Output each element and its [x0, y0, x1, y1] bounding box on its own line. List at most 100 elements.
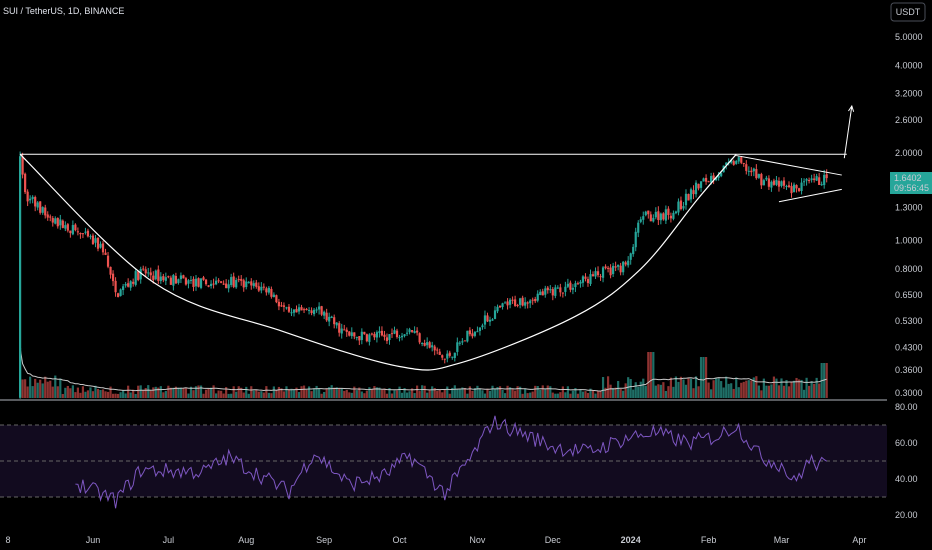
candle-body: [312, 309, 316, 315]
volume-bar: [642, 378, 645, 398]
candle-body: [390, 333, 394, 335]
candle-body: [689, 189, 693, 200]
candle-body: [64, 225, 67, 229]
candle-body: [400, 335, 404, 338]
candle-body: [59, 219, 62, 226]
candle-body: [491, 319, 494, 321]
candle-body: [147, 272, 150, 274]
volume-bar: [549, 386, 552, 398]
candle-body: [277, 301, 281, 307]
volume-bar: [682, 379, 685, 398]
candle-body: [476, 331, 479, 333]
volume-bar: [61, 393, 64, 398]
volume-bar: [378, 387, 381, 398]
volume-bar: [576, 393, 580, 398]
volume-bar: [194, 386, 198, 398]
volume-bar: [353, 386, 356, 398]
candle-body: [373, 333, 376, 338]
volume-bar: [757, 385, 760, 398]
volume-bar: [722, 387, 725, 398]
volume-bar: [622, 390, 625, 398]
candle-body: [702, 178, 705, 182]
rounded-bottom-curve[interactable]: [19, 153, 737, 371]
candle-body: [634, 231, 637, 248]
candle-body: [574, 283, 577, 288]
candle-body: [732, 161, 735, 165]
candle-body: [544, 288, 547, 295]
candle-body: [39, 201, 42, 213]
candle-body: [679, 200, 683, 210]
candle-body: [531, 299, 534, 301]
volume-bar: [644, 385, 647, 398]
candle-body: [569, 282, 572, 290]
volume-bar: [285, 386, 288, 398]
rsi-axis[interactable]: 80.00 60.00 40.00 20.00: [895, 402, 918, 520]
volume-bar: [34, 378, 37, 398]
volume-bar: [305, 389, 308, 398]
candle-body: [255, 282, 258, 287]
volume-bar: [320, 393, 323, 398]
volume-bar: [325, 388, 328, 398]
candle-body: [405, 332, 409, 334]
candle-body: [503, 302, 507, 304]
candle-body: [164, 277, 167, 281]
triangle-lower-line[interactable]: [778, 188, 842, 203]
candle-body: [184, 278, 188, 285]
volume-bar: [715, 378, 718, 398]
candle-body: [795, 185, 798, 189]
breakout-arrow-head[interactable]: [848, 104, 855, 112]
volume-bar: [790, 381, 793, 398]
volume-bar: [385, 393, 389, 398]
price-axis[interactable]: 5.0000 4.0000 3.2000 2.6000 2.0000 1.3000 1.00…: [895, 32, 923, 398]
candle-body: [169, 277, 172, 285]
candle-body: [323, 311, 326, 316]
candle-body: [521, 297, 524, 306]
candle-body: [740, 157, 743, 163]
volume-bar: [177, 387, 180, 398]
volume-bar: [564, 392, 567, 398]
candle-body: [222, 283, 225, 285]
candle-body: [325, 312, 328, 321]
triangle-upper-line[interactable]: [736, 155, 842, 176]
volume-bar: [104, 391, 107, 398]
volume-bar: [26, 386, 29, 398]
time-axis[interactable]: 8 Jun Jul Aug Sep Oct Nov Dec 2024 Feb Mar Apr: [5, 535, 866, 545]
candle-body: [295, 308, 298, 313]
volume-bar: [363, 393, 366, 398]
volume-bar: [468, 386, 471, 398]
volume-bar: [410, 388, 414, 398]
volume-bars: [19, 348, 828, 398]
candle-body: [300, 307, 303, 311]
volume-bar: [556, 393, 559, 398]
currency-button-frame[interactable]: [890, 2, 926, 22]
trend-drawings[interactable]: [19, 104, 855, 371]
candle-body: [682, 206, 685, 209]
candle-body: [534, 298, 537, 302]
candle-body: [152, 275, 155, 280]
volume-bar: [639, 381, 642, 398]
candle-body: [541, 291, 544, 296]
candle-body: [669, 215, 673, 219]
candle-body: [345, 329, 348, 332]
candle-body: [380, 330, 384, 336]
volume-bar: [438, 389, 441, 398]
volume-bar: [704, 357, 708, 398]
candle-body: [704, 177, 708, 182]
volume-bar: [503, 393, 507, 398]
volume-bar: [275, 390, 278, 398]
rsi-tick-label: 20.00: [895, 510, 918, 520]
volume-bar: [461, 387, 464, 398]
candle-body: [272, 294, 275, 298]
volume-bar: [265, 386, 268, 398]
price-tick-label: 2.6000: [895, 115, 923, 125]
currency-button[interactable]: USDT: [890, 2, 926, 22]
candle-body: [692, 190, 695, 195]
volume-bar: [554, 393, 557, 398]
time-tick-label: Feb: [701, 535, 717, 545]
breakout-arrow-shaft[interactable]: [843, 105, 853, 159]
candle-body: [408, 329, 411, 333]
volume-bar: [601, 377, 605, 398]
time-tick-label: Dec: [545, 535, 562, 545]
candle-body: [353, 332, 356, 337]
